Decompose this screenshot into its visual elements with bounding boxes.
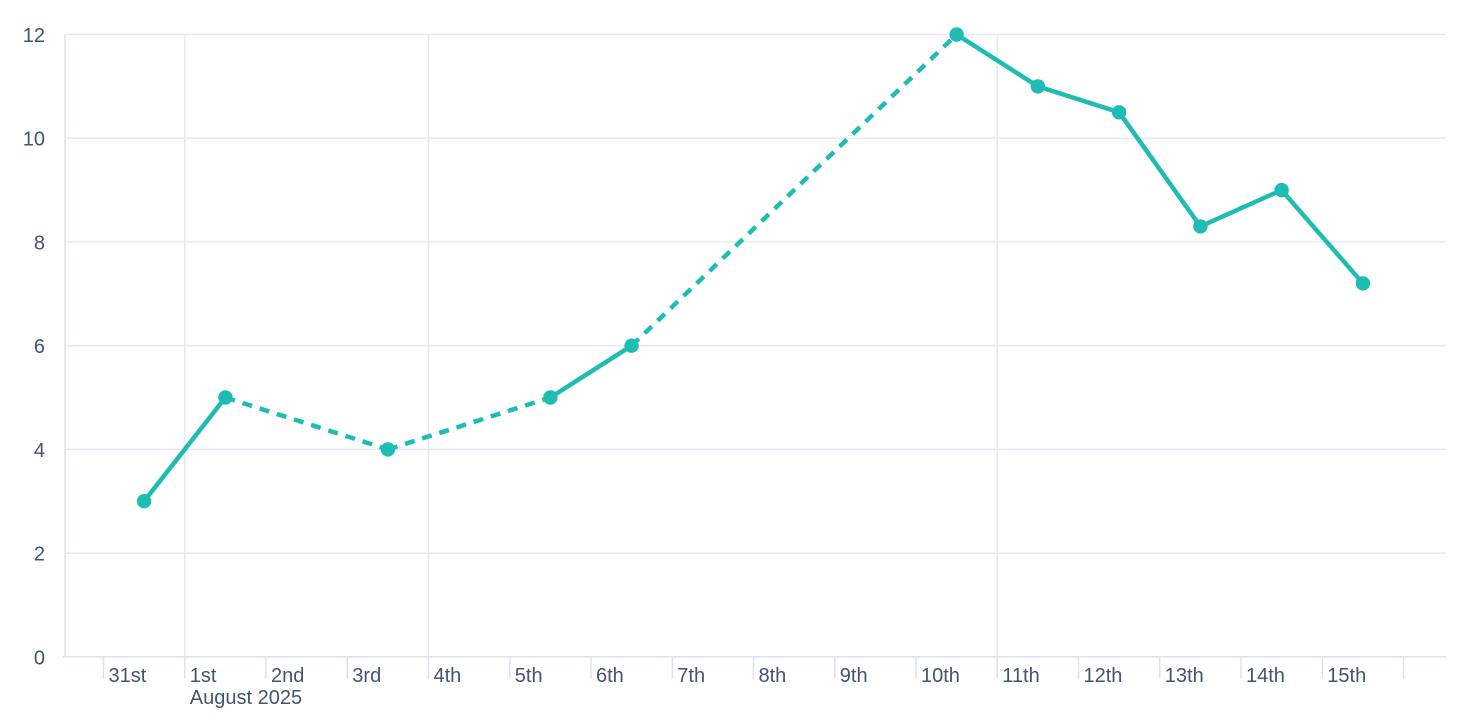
x-axis-tick-label: 3rd (352, 665, 381, 687)
y-axis-tick-label: 4 (34, 440, 45, 462)
x-axis-tick-label: 15th (1327, 665, 1366, 687)
series-segment-dashed (387, 395, 552, 452)
y-axis-tick-label: 10 (23, 129, 45, 151)
x-axis-tick-label: 14th (1246, 665, 1285, 687)
x-axis-tick-label: 4th (434, 665, 462, 687)
x-axis-tick-label: 12th (1084, 665, 1123, 687)
x-axis-month-label: August 2025 (190, 687, 302, 709)
x-axis-tick-label: 10th (921, 665, 960, 687)
series-segment-solid (548, 343, 634, 400)
x-axis-tick-label: 13th (1165, 665, 1204, 687)
series-segment-solid (1279, 187, 1366, 286)
series-segment-dashed (224, 395, 389, 452)
x-axis-tick-label: 7th (677, 665, 705, 687)
series-segment-solid (1035, 84, 1122, 115)
x-axis-tick-label: 2nd (271, 665, 304, 687)
data-point-marker[interactable] (624, 338, 639, 353)
y-axis-tick-label: 12 (23, 25, 45, 47)
x-axis-tick-label: 6th (596, 665, 624, 687)
y-axis-tick-label: 2 (34, 544, 45, 566)
series-segment-solid (1198, 187, 1284, 229)
data-point-marker[interactable] (1274, 182, 1289, 198)
y-axis-tick-label: 8 (34, 232, 45, 254)
x-axis-tick-label: 11th (1002, 665, 1039, 687)
x-axis-tick-label: 31st (109, 665, 147, 687)
series-segment-dashed (630, 32, 959, 348)
x-axis-tick-label: 1st (190, 665, 217, 687)
series-segment-solid (1116, 110, 1203, 229)
data-point-marker[interactable] (1355, 276, 1371, 291)
data-point-marker[interactable] (1193, 219, 1208, 234)
y-axis-tick-label: 6 (34, 336, 45, 358)
x-axis-tick-label: 8th (759, 665, 787, 687)
data-point-marker[interactable] (543, 390, 558, 405)
data-point-marker[interactable] (218, 390, 233, 405)
data-point-marker[interactable] (380, 442, 396, 457)
data-point-marker[interactable] (136, 494, 152, 509)
x-axis-tick-label: 5th (515, 665, 543, 687)
data-point-marker[interactable] (1111, 105, 1127, 120)
data-point-marker[interactable] (1030, 79, 1046, 94)
data-point-marker[interactable] (949, 27, 964, 42)
series-segment-solid (954, 32, 1041, 89)
y-axis-tick-label: 0 (34, 647, 45, 669)
x-axis-tick-label: 9th (840, 665, 868, 687)
series-segment-solid (141, 395, 228, 504)
